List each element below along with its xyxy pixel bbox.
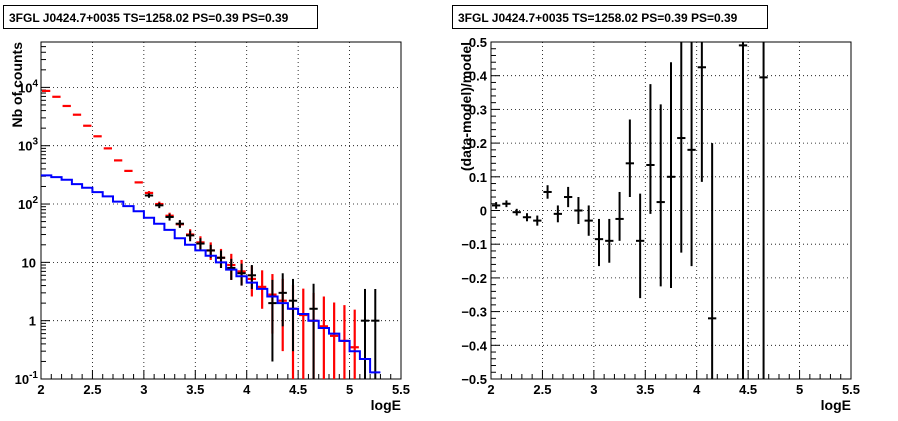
x-axis-title: logE <box>821 397 851 413</box>
counts-chart-title: 3FGL J0424.7+0035 TS=1258.02 PS=0.39 PS=… <box>3 5 318 29</box>
data-point <box>666 62 676 289</box>
data-point <box>492 202 501 209</box>
y-tick-label: 0.5 <box>469 35 487 50</box>
x-tick-label: 4 <box>693 382 701 397</box>
data-point <box>697 42 706 182</box>
data-point <box>371 288 380 379</box>
y-tick-label: 104 <box>18 78 38 95</box>
x-tick-label: 3 <box>590 382 597 397</box>
data-point <box>144 193 154 198</box>
x-tick-label: 2.5 <box>83 382 101 397</box>
data-point <box>533 215 542 226</box>
data-point <box>656 104 665 287</box>
counts-chart-pad: 2 2.5 3 3.5 4 4.5 5 5.5 10-1 1 10 102 103 104 logE Nb o… <box>3 5 410 413</box>
x-tick-label: 4 <box>243 382 251 397</box>
data-point <box>636 193 645 299</box>
data-point <box>237 263 246 286</box>
data-point <box>522 213 532 222</box>
x-tick-label: 2.5 <box>533 382 551 397</box>
residual-chart-title: 3FGL J0424.7+0035 TS=1258.02 PS=0.39 PS=… <box>452 5 768 29</box>
data-point <box>708 143 717 379</box>
model-step-line <box>41 174 381 374</box>
data-point <box>288 278 298 352</box>
x-tick-label: 2 <box>487 382 494 397</box>
plot-frame <box>40 41 402 380</box>
data-point <box>360 288 370 379</box>
data-point <box>574 197 583 224</box>
data-point <box>186 230 195 242</box>
model-point <box>330 302 339 379</box>
y-tick-label: −0.2 <box>461 271 487 286</box>
model-point <box>340 305 349 379</box>
y-tick-label: −0.3 <box>461 305 487 320</box>
y-tick-label: −0.4 <box>461 338 487 353</box>
y-tick-label: 103 <box>18 137 38 154</box>
x-tick-label: 4.5 <box>739 382 757 397</box>
x-tick-label: 3.5 <box>186 382 204 397</box>
y-axis-title: (data-model)/model <box>458 42 474 171</box>
counts-chart: 2 2.5 3 3.5 4 4.5 5 5.5 10-1 1 10 102 103 104 logE Nb o… <box>9 41 410 413</box>
data-point <box>512 208 521 216</box>
x-tick-label: 3 <box>140 382 147 397</box>
y-tick-label: −0.1 <box>461 237 487 252</box>
data-point <box>175 220 184 228</box>
data-point <box>278 273 287 327</box>
data-point <box>646 84 655 214</box>
data-point <box>553 205 562 223</box>
x-tick-label: 5.5 <box>842 382 860 397</box>
data-point <box>738 42 748 379</box>
data-point <box>584 205 593 236</box>
y-tick-label: 0 <box>480 204 487 219</box>
data-point <box>216 250 226 269</box>
model-point <box>299 288 308 379</box>
data-point <box>594 218 604 267</box>
data-point <box>625 119 634 198</box>
model-point <box>319 296 328 379</box>
x-tick-label: 4.5 <box>289 382 307 397</box>
data-point <box>615 191 624 241</box>
x-tick-label: 5.5 <box>392 382 410 397</box>
x-tick-label: 2 <box>37 382 44 397</box>
data-point <box>687 42 696 267</box>
data-point <box>543 185 552 199</box>
x-tick-label: 3.5 <box>636 382 654 397</box>
y-tick-label: 10-1 <box>15 370 39 387</box>
data-point <box>605 218 614 263</box>
data-point <box>502 200 511 208</box>
data-point <box>309 283 318 379</box>
residual-chart-pad: 2 2.5 3 3.5 4 4.5 5 5.5 −0.5 −0.4 −0.3 −0.2 −0.1 0 0.1… <box>449 0 898 421</box>
y-tick-label: 1 <box>29 314 36 329</box>
x-tick-label: 5 <box>346 382 353 397</box>
y-tick-label: −0.5 <box>461 372 487 387</box>
data-point <box>759 42 768 379</box>
data-point <box>155 202 164 209</box>
y-tick-label: 102 <box>18 195 38 212</box>
data-point <box>247 265 256 289</box>
y-tick-label: 10 <box>22 255 36 270</box>
y-axis-title: Nb of counts <box>9 42 25 128</box>
y-tick-label: 0.2 <box>469 136 487 151</box>
data-point <box>268 279 277 362</box>
data-point <box>677 42 686 253</box>
x-axis-title: logE <box>371 397 401 413</box>
data-point <box>165 213 174 221</box>
data-point <box>196 238 205 251</box>
y-tick-label: 0.4 <box>469 69 488 84</box>
y-tick-label: 0.1 <box>469 170 487 185</box>
y-tick-label: 0.3 <box>469 102 487 117</box>
residual-chart: 2 2.5 3 3.5 4 4.5 5 5.5 −0.5 −0.4 −0.3 −0.2 −0.1 0 0.1… <box>458 35 860 413</box>
model-point <box>350 309 359 379</box>
data-point <box>564 186 573 208</box>
x-tick-label: 5 <box>796 382 803 397</box>
